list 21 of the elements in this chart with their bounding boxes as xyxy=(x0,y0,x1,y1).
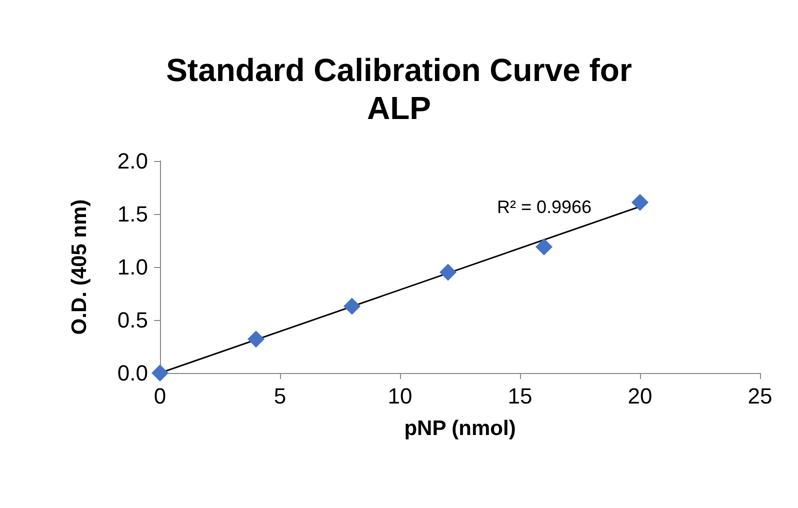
y-tick-label: 2.0 xyxy=(117,148,148,174)
chart-title: Standard Calibration Curve for ALP xyxy=(166,52,632,126)
x-tick-label: 0 xyxy=(154,384,166,408)
y-tick-label: 1.5 xyxy=(117,202,148,226)
point xyxy=(536,238,552,256)
x-tick-label: 20 xyxy=(628,384,652,408)
point xyxy=(632,194,648,211)
x-tick-label: 25 xyxy=(748,384,772,408)
point xyxy=(248,330,264,348)
y-axis-title: O.D. (405 nm) xyxy=(68,199,91,335)
x-axis-title: pNP (nmol) xyxy=(404,417,516,440)
x-tick-label: 15 xyxy=(508,384,532,408)
point xyxy=(152,364,168,382)
y-tick-label: 1.0 xyxy=(117,254,148,280)
x-tick-label: 10 xyxy=(388,384,412,408)
y-tick-label: 0.5 xyxy=(117,308,148,332)
point xyxy=(344,298,360,315)
point xyxy=(440,264,456,281)
annotation: R² = 0.9966 xyxy=(497,197,592,217)
y-tick-label: 0.0 xyxy=(117,360,148,386)
x-tick-label: 5 xyxy=(274,384,286,408)
